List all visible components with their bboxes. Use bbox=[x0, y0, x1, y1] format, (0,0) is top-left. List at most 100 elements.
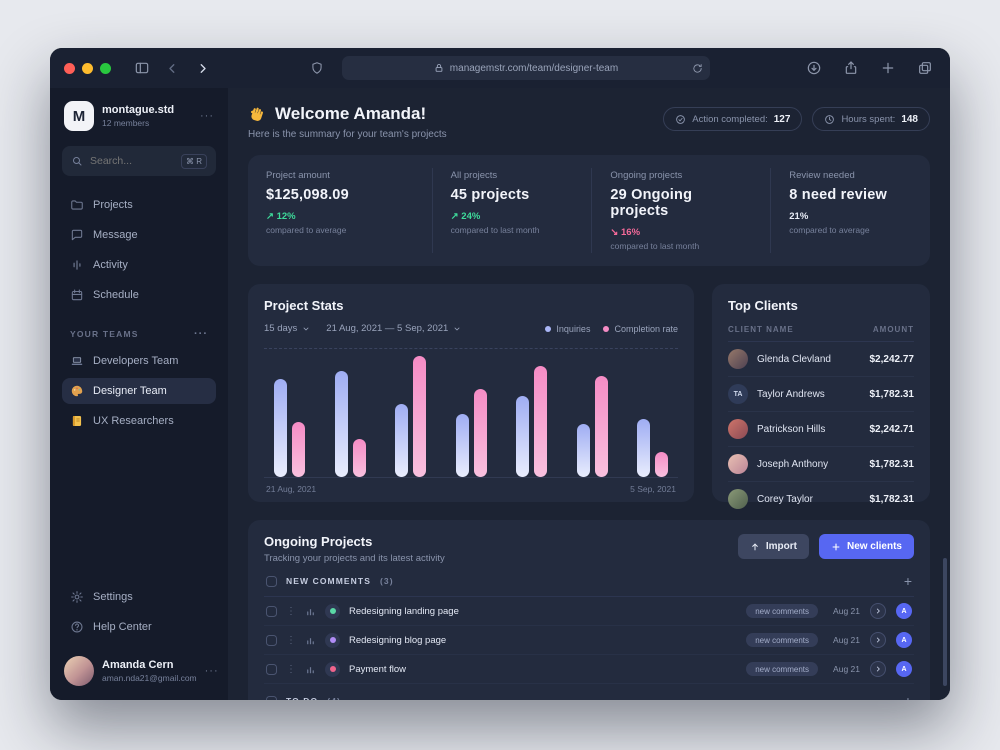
address-zone: managemstr.com/team/designer-team bbox=[221, 56, 795, 80]
check-circle-icon bbox=[676, 114, 686, 124]
row-checkbox[interactable] bbox=[266, 605, 277, 617]
chart-x-axis-labels: 21 Aug, 2021 5 Sep, 2021 bbox=[264, 484, 678, 494]
add-task-icon[interactable]: + bbox=[903, 573, 912, 589]
workspace-members: 12 members bbox=[102, 118, 150, 128]
teams-menu-icon[interactable]: ··· bbox=[194, 328, 208, 340]
sidebar-item-designer-team[interactable]: Designer Team bbox=[62, 378, 216, 404]
sidebar-item-label: Settings bbox=[93, 591, 133, 603]
project-date: Aug 21 bbox=[833, 635, 860, 645]
search-input[interactable] bbox=[90, 155, 162, 167]
drag-handle-icon[interactable]: ⋮ bbox=[286, 663, 296, 675]
hours-spent-badge: Hours spent: 148 bbox=[812, 107, 930, 131]
tab-overview-icon[interactable] bbox=[914, 57, 936, 79]
client-row[interactable]: TA Taylor Andrews $1,782.31 bbox=[728, 377, 914, 412]
project-row[interactable]: ⋮ Redesigning landing page new comments … bbox=[264, 597, 914, 626]
privacy-shield-icon[interactable] bbox=[306, 57, 328, 79]
ongoing-header: Ongoing Projects Tracking your projects … bbox=[264, 534, 914, 564]
bar-group bbox=[576, 376, 608, 477]
share-icon[interactable] bbox=[840, 57, 862, 79]
workspace-switcher[interactable]: M montague.std 12 members ··· bbox=[62, 101, 216, 131]
user-menu-icon[interactable]: ··· bbox=[204, 665, 219, 677]
bar-inquiries bbox=[334, 371, 348, 477]
project-row[interactable]: ⋮ Payment flow new comments Aug 21 A bbox=[264, 655, 914, 684]
projects-folder-icon bbox=[70, 198, 84, 212]
row-checkbox[interactable] bbox=[266, 663, 277, 675]
close-window-button[interactable] bbox=[64, 62, 75, 74]
refresh-icon[interactable] bbox=[692, 63, 703, 74]
chevron-right-icon bbox=[876, 637, 880, 643]
downloads-icon[interactable] bbox=[803, 57, 825, 79]
project-title: Redesigning landing page bbox=[349, 605, 459, 617]
project-stats-title: Project Stats bbox=[264, 298, 344, 313]
workspace-menu-icon[interactable]: ··· bbox=[200, 110, 214, 122]
sidebar-item-projects[interactable]: Projects bbox=[62, 192, 216, 218]
badge-label: Action completed: bbox=[692, 113, 768, 125]
forward-button[interactable] bbox=[191, 57, 213, 79]
new-tab-icon[interactable] bbox=[877, 57, 899, 79]
project-status-icon bbox=[325, 661, 340, 677]
x-axis-end-label: 5 Sep, 2021 bbox=[630, 484, 676, 494]
zoom-window-button[interactable] bbox=[100, 62, 111, 74]
client-row[interactable]: Joseph Anthony $1,782.31 bbox=[728, 447, 914, 482]
row-checkbox[interactable] bbox=[266, 634, 277, 646]
assignee-avatar[interactable]: A bbox=[896, 603, 912, 619]
drag-handle-icon[interactable]: ⋮ bbox=[286, 605, 296, 617]
ongoing-title: Ongoing Projects bbox=[264, 534, 373, 549]
sidebar-item-developers-team[interactable]: Developers Team bbox=[62, 348, 216, 374]
open-project-button[interactable] bbox=[870, 632, 886, 648]
add-task-icon[interactable]: + bbox=[904, 694, 912, 700]
address-bar[interactable]: managemstr.com/team/designer-team bbox=[342, 56, 710, 80]
bar-completion-rate bbox=[473, 389, 487, 477]
main-content: Welcome Amanda! Here is the summary for … bbox=[228, 88, 950, 700]
page-title: Welcome Amanda! bbox=[248, 104, 447, 124]
workspace-avatar: M bbox=[64, 101, 94, 131]
date-range-selector[interactable]: 21 Aug, 2021 — 5 Sep, 2021 bbox=[326, 323, 461, 334]
project-row[interactable]: ⋮ Redesigning blog page new comments Aug… bbox=[264, 626, 914, 655]
open-project-button[interactable] bbox=[870, 661, 886, 677]
open-project-button[interactable] bbox=[870, 603, 886, 619]
assignee-avatar[interactable]: A bbox=[896, 661, 912, 677]
sidebar-item-ux-researchers[interactable]: UX Researchers bbox=[62, 408, 216, 434]
client-row[interactable]: Corey Taylor $1,782.31 bbox=[728, 482, 914, 516]
chevron-down-icon bbox=[303, 327, 309, 330]
your-teams-header: YOUR TEAMS ··· bbox=[62, 328, 216, 346]
back-button[interactable] bbox=[161, 57, 183, 79]
group-checkbox[interactable] bbox=[266, 695, 277, 700]
client-avatar bbox=[728, 419, 748, 439]
new-clients-button[interactable]: New clients bbox=[818, 534, 914, 559]
assignee-avatar[interactable]: A bbox=[896, 632, 912, 648]
scrollbar-thumb[interactable] bbox=[943, 558, 947, 686]
search-box[interactable]: ⌘ R bbox=[62, 146, 216, 176]
group-count: (4) bbox=[327, 696, 341, 700]
import-button[interactable]: Import bbox=[737, 534, 809, 559]
client-avatar bbox=[728, 349, 748, 369]
teams-list: Developers Team Designer Team UX Researc… bbox=[62, 348, 216, 434]
mini-chart-icon bbox=[305, 606, 316, 617]
page-header: Welcome Amanda! Here is the summary for … bbox=[248, 104, 930, 140]
client-row[interactable]: Glenda Clevland $2,242.77 bbox=[728, 342, 914, 377]
group-checkbox[interactable] bbox=[266, 575, 277, 587]
sidebar-item-message[interactable]: Message bbox=[62, 222, 216, 248]
calendar-icon bbox=[70, 288, 84, 302]
minimize-window-button[interactable] bbox=[82, 62, 93, 74]
sidebar-toggle-icon[interactable] bbox=[131, 57, 153, 79]
drag-handle-icon[interactable]: ⋮ bbox=[286, 634, 296, 646]
ongoing-actions: Import New clients bbox=[737, 534, 914, 559]
bar-group bbox=[274, 379, 305, 477]
search-icon bbox=[73, 157, 82, 166]
laptop-icon bbox=[70, 354, 84, 368]
client-row[interactable]: Patrickson Hills $2,242.71 bbox=[728, 412, 914, 447]
bar-group bbox=[455, 389, 487, 477]
client-avatar bbox=[728, 489, 748, 509]
bar-inquiries bbox=[274, 379, 287, 477]
stat-all-projects: All projects 45 projects ↗ 24% compared … bbox=[431, 168, 592, 253]
stat-value: 29 Ongoing projects bbox=[610, 187, 693, 219]
ongoing-projects-card: Ongoing Projects Tracking your projects … bbox=[248, 520, 930, 700]
sidebar-item-schedule[interactable]: Schedule bbox=[62, 282, 216, 308]
user-profile[interactable]: Amanda Cern aman.nda21@gmail.com ··· bbox=[62, 656, 219, 686]
period-selector[interactable]: 15 days bbox=[264, 323, 310, 334]
sidebar-item-activity[interactable]: Activity bbox=[62, 252, 216, 278]
top-clients-card: Top Clients CLIENT NAME AMOUNT Glenda Cl… bbox=[712, 284, 930, 509]
sidebar-item-help-center[interactable]: Help Center bbox=[62, 614, 216, 640]
sidebar-item-settings[interactable]: Settings bbox=[62, 584, 216, 610]
